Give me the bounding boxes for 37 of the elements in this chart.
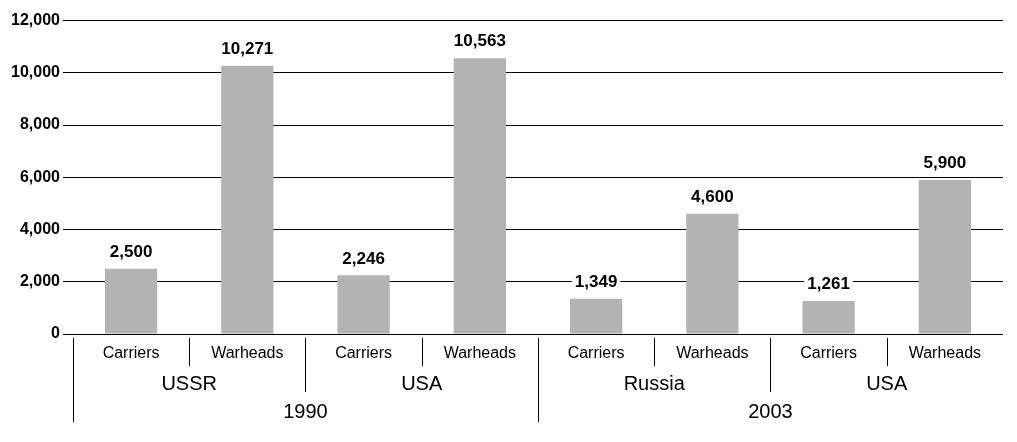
text: 2003 (748, 399, 793, 422)
x-tick-label: Warheads (676, 344, 749, 362)
text: 1990 (283, 399, 328, 422)
data-label: 2,246 (342, 248, 385, 268)
data-label: 1,261 (807, 274, 850, 294)
x-tick-label: Carriers (335, 344, 393, 362)
y-tick-label: 12,000 (11, 11, 61, 29)
x-tick-label: Carriers (102, 344, 160, 362)
bar (918, 179, 972, 334)
text: USSR (161, 371, 217, 394)
data-label: 10,271 (221, 38, 274, 58)
text: USA (866, 371, 908, 394)
data-label: 5,900 (923, 153, 967, 173)
y-tick-label: 10,000 (11, 63, 61, 81)
bar (221, 65, 274, 334)
x-tick-label: Warheads (908, 344, 982, 362)
bar (104, 268, 158, 334)
data-label: 10,563 (453, 31, 506, 51)
x-tick-label: Carriers (800, 344, 858, 362)
bar (453, 58, 506, 334)
data-label: 4,600 (691, 187, 734, 207)
data-label: 2,500 (109, 241, 153, 261)
x-tick-label: Warheads (211, 344, 284, 362)
y-tick-label: 0 (51, 324, 61, 342)
bar (337, 275, 390, 334)
text: Russia (623, 371, 686, 394)
bar (569, 298, 623, 334)
bar (802, 301, 855, 334)
x-tick-label: Warheads (443, 344, 516, 362)
x-tick-label: Carriers (567, 344, 625, 362)
text: USA (401, 371, 443, 394)
data-label: 1,349 (574, 271, 618, 291)
y-tick-label: 2,000 (19, 272, 61, 290)
y-tick-label: 8,000 (19, 115, 61, 133)
y-tick-label: 4,000 (19, 219, 61, 237)
y-tick-label: 6,000 (19, 167, 61, 185)
bar (686, 213, 739, 334)
